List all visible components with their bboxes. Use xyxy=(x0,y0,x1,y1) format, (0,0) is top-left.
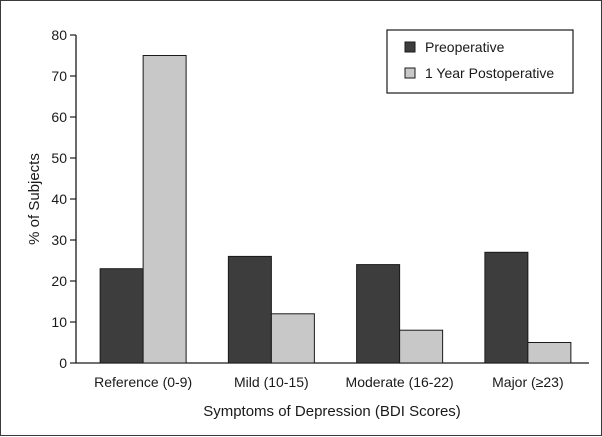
legend-label-postoperative: 1 Year Postoperative xyxy=(425,65,554,81)
y-axis-title: % of Subjects xyxy=(26,153,43,245)
legend-swatch-preoperative xyxy=(404,41,416,53)
y-tick-label: 70 xyxy=(51,68,67,84)
x-tick-label: Major (≥23) xyxy=(492,374,563,390)
legend-swatch-postoperative xyxy=(404,67,416,79)
y-tick-label: 0 xyxy=(59,355,67,371)
bar-postoperative-0 xyxy=(142,55,187,364)
x-tick-label: Moderate (16-22) xyxy=(346,374,454,390)
bar-preoperative-3 xyxy=(484,251,529,364)
bar-postoperative-1 xyxy=(270,313,315,364)
bar-preoperative-0 xyxy=(99,268,144,364)
x-ticks: Reference (0-9) Mild (10-15) Moderate (16-… xyxy=(94,374,564,390)
bars xyxy=(99,55,572,364)
y-ticks: 0 10 20 30 40 50 60 70 80 xyxy=(51,27,76,371)
bar-preoperative-2 xyxy=(356,264,401,364)
legend-box xyxy=(386,29,574,94)
y-tick-label: 80 xyxy=(51,27,67,43)
bar-postoperative-2 xyxy=(399,329,444,364)
bar-preoperative-1 xyxy=(227,255,272,364)
y-tick-label: 50 xyxy=(51,150,67,166)
x-tick-label: Mild (10-15) xyxy=(234,374,309,390)
x-axis-title: Symptoms of Depression (BDI Scores) xyxy=(203,403,461,420)
legend: Preoperative 1 Year Postoperative xyxy=(386,29,574,94)
bar-postoperative-3 xyxy=(527,342,572,364)
y-tick-label: 40 xyxy=(51,191,67,207)
y-tick-label: 20 xyxy=(51,273,67,289)
y-tick-label: 30 xyxy=(51,232,67,248)
y-tick-label: 10 xyxy=(51,314,67,330)
y-tick-label: 60 xyxy=(51,109,67,125)
legend-label-preoperative: Preoperative xyxy=(425,39,505,55)
x-tick-label: Reference (0-9) xyxy=(94,374,192,390)
